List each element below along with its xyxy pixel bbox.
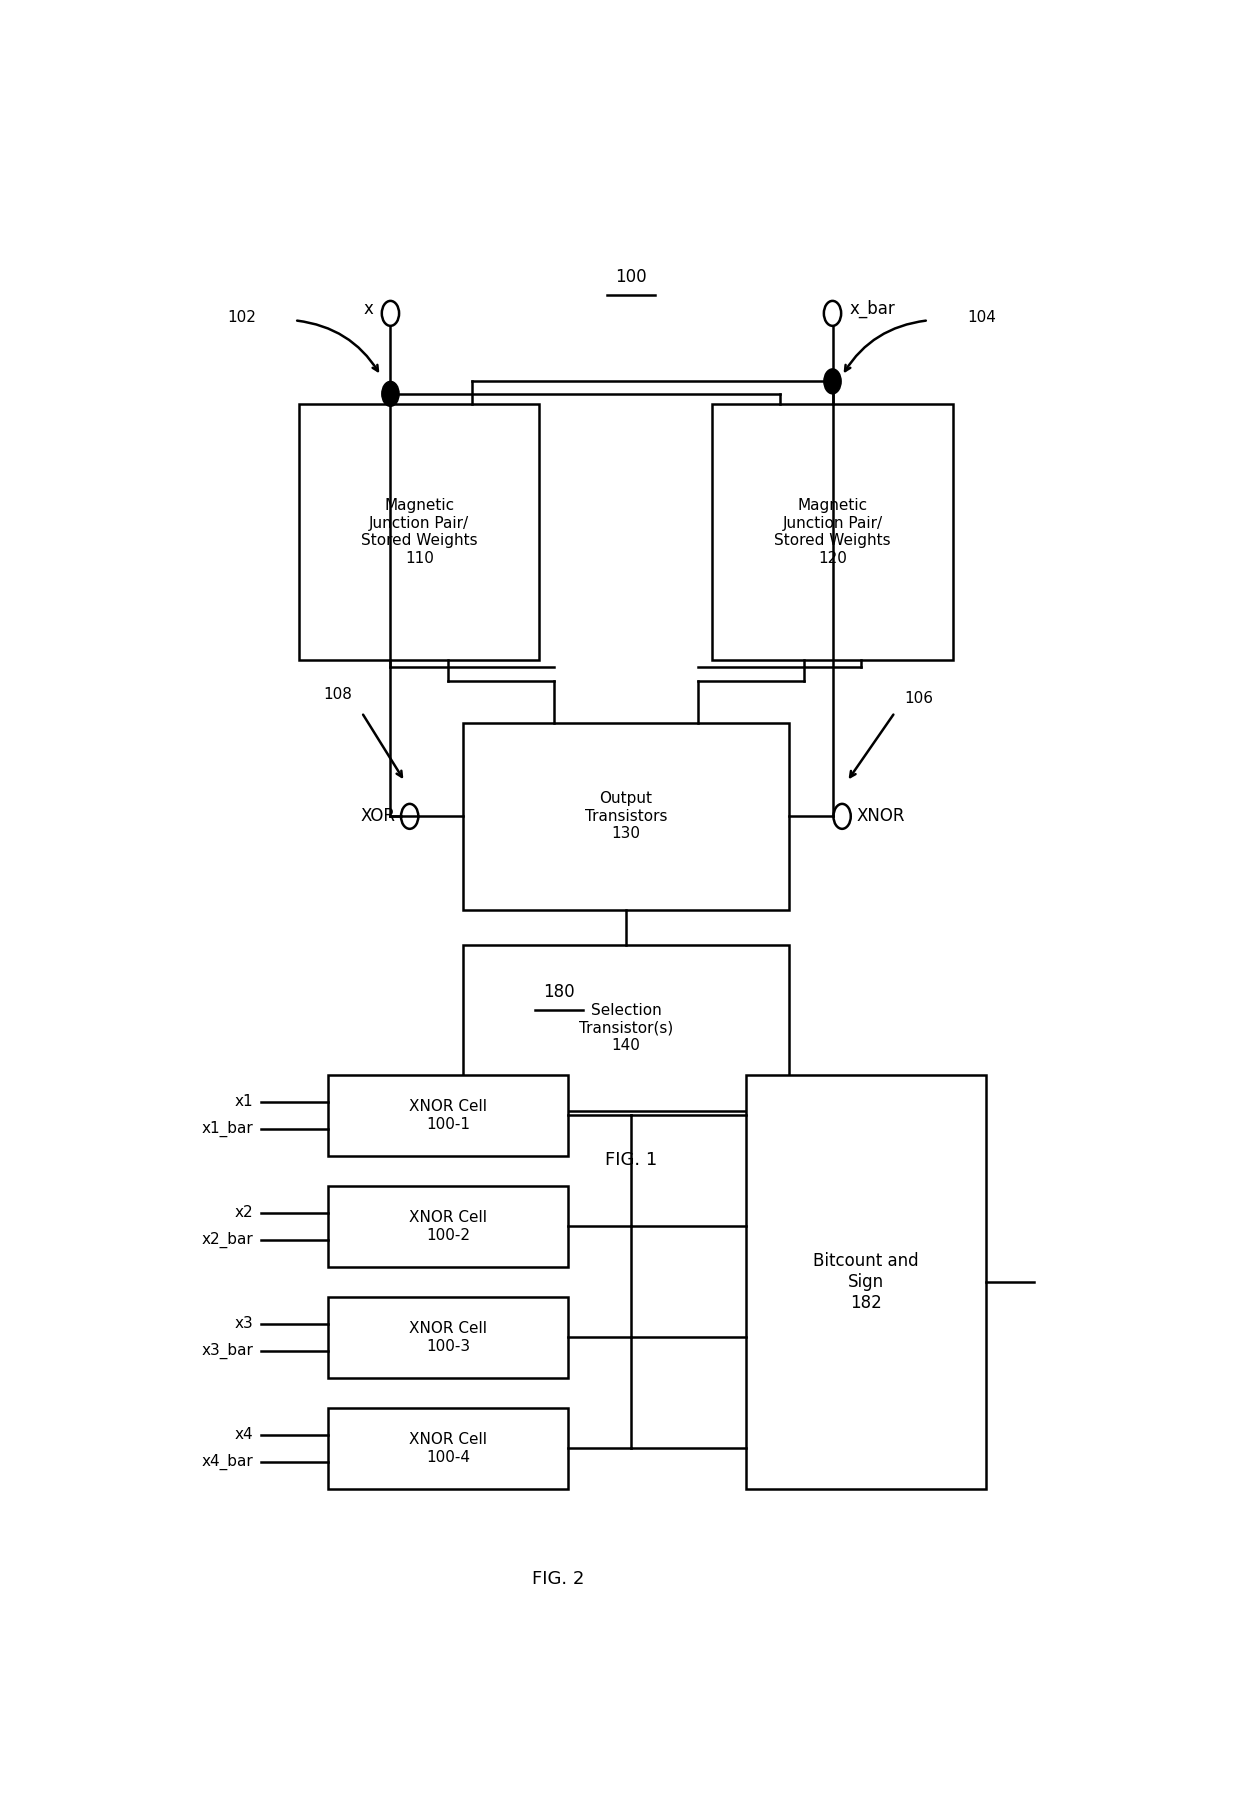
Text: x2: x2: [234, 1206, 253, 1220]
Text: 104: 104: [967, 310, 996, 324]
Text: x1_bar: x1_bar: [201, 1121, 253, 1137]
Text: x3_bar: x3_bar: [201, 1342, 253, 1359]
FancyBboxPatch shape: [463, 944, 789, 1112]
FancyBboxPatch shape: [327, 1297, 568, 1377]
FancyBboxPatch shape: [299, 404, 539, 660]
FancyBboxPatch shape: [712, 404, 952, 660]
Text: XOR: XOR: [361, 807, 396, 825]
Text: Selection
Transistor(s)
140: Selection Transistor(s) 140: [579, 1004, 673, 1052]
Text: x3: x3: [234, 1315, 253, 1332]
Text: x_bar: x_bar: [849, 301, 895, 319]
Text: XNOR Cell
100-2: XNOR Cell 100-2: [409, 1211, 487, 1243]
FancyBboxPatch shape: [463, 723, 789, 910]
Text: Magnetic
Junction Pair/
Stored Weights
110: Magnetic Junction Pair/ Stored Weights 1…: [361, 499, 477, 566]
Text: 106: 106: [905, 690, 934, 706]
FancyBboxPatch shape: [327, 1186, 568, 1267]
Text: x4: x4: [234, 1427, 253, 1442]
Text: 108: 108: [324, 687, 352, 701]
Text: XNOR Cell
100-1: XNOR Cell 100-1: [409, 1099, 487, 1132]
Text: x2_bar: x2_bar: [201, 1233, 253, 1249]
Text: XNOR Cell
100-4: XNOR Cell 100-4: [409, 1433, 487, 1465]
Circle shape: [823, 369, 841, 395]
Text: 102: 102: [227, 310, 255, 324]
Text: Output
Transistors
130: Output Transistors 130: [584, 791, 667, 842]
Text: 180: 180: [543, 982, 574, 1000]
Text: FIG. 2: FIG. 2: [532, 1570, 585, 1588]
Text: x: x: [363, 301, 373, 319]
Text: x4_bar: x4_bar: [201, 1454, 253, 1470]
Text: Magnetic
Junction Pair/
Stored Weights
120: Magnetic Junction Pair/ Stored Weights 1…: [774, 499, 890, 566]
Text: XNOR: XNOR: [857, 807, 905, 825]
FancyBboxPatch shape: [327, 1407, 568, 1488]
Circle shape: [382, 382, 399, 405]
Text: FIG. 1: FIG. 1: [605, 1151, 657, 1169]
Text: XNOR Cell
100-3: XNOR Cell 100-3: [409, 1321, 487, 1353]
Text: 100: 100: [615, 268, 646, 287]
FancyBboxPatch shape: [746, 1076, 986, 1488]
FancyBboxPatch shape: [327, 1076, 568, 1155]
Text: Bitcount and
Sign
182: Bitcount and Sign 182: [813, 1252, 919, 1312]
Text: x1: x1: [234, 1094, 253, 1110]
